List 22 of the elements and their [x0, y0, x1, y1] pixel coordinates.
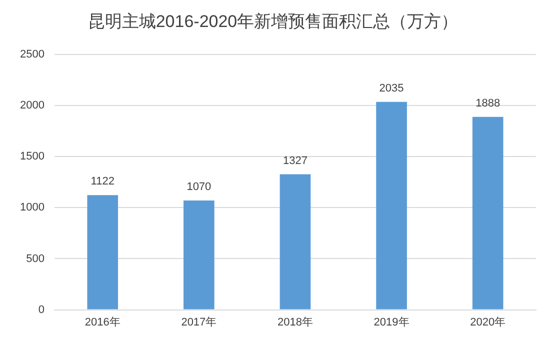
data-label: 1070	[186, 181, 212, 194]
x-tick-label: 2017年	[181, 316, 217, 328]
data-label: 1888	[476, 97, 500, 110]
data-label: 2035	[379, 82, 404, 94]
y-tick-label: 0	[38, 304, 44, 316]
bar	[87, 195, 118, 310]
bar	[376, 102, 407, 310]
bar	[184, 200, 214, 310]
chart-title: 昆明主城2016-2020年新增预售面积汇总（万方）	[88, 12, 458, 31]
bar	[280, 174, 311, 310]
y-tick-label: 2500	[20, 48, 44, 60]
data-label: 1327	[282, 154, 308, 167]
y-tick-label: 2000	[20, 100, 44, 112]
x-tick-label: 2016年	[84, 316, 120, 328]
y-tick-label: 1500	[20, 150, 44, 163]
y-tick-label: 1000	[20, 202, 44, 214]
bar	[472, 116, 504, 310]
x-tick-label: 2018年	[277, 316, 313, 328]
y-tick-label: 500	[26, 252, 44, 265]
data-label: 1122	[90, 176, 114, 188]
x-tick-label: 2019年	[374, 316, 410, 328]
x-tick-label: 2020年	[470, 316, 506, 328]
